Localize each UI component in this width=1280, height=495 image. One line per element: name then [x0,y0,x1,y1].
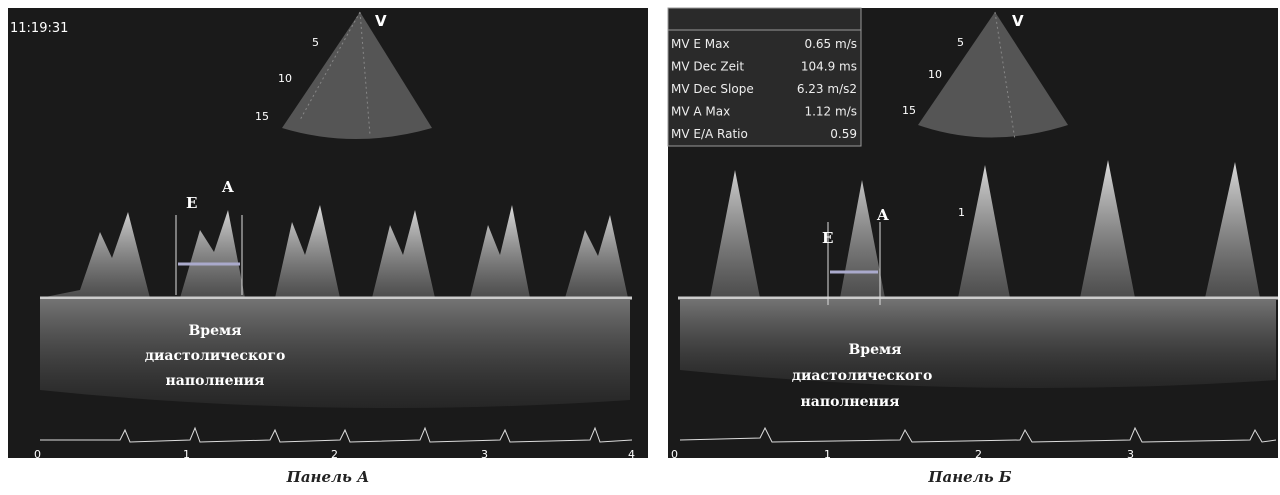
time-label: 0 [671,448,678,461]
measurement-name: MV Dec Slope [671,82,754,96]
panel-b: MV E Max 0.65 m/s MV Dec Zeit 104.9 ms MV De… [668,8,1278,461]
doppler-reverse [680,300,1276,388]
figure: 11:19:31 V 5 10 15 E A Время диастоличес… [0,0,1280,495]
measurement-value: 0.65 m/s [804,37,857,51]
time-label: 4 [628,448,635,461]
measurement-name: MV A Max [671,105,730,119]
measurement-value: 1.12 m/s [804,105,857,119]
depth-label: 10 [928,68,942,81]
annotation: наполнения [166,373,265,389]
probe-mark: V [1012,12,1024,30]
doppler-reverse [40,300,630,408]
annotation: Время [848,342,901,358]
annotation: наполнения [801,394,900,410]
caption: Панель Б [927,468,1011,486]
time-label: 3 [481,448,488,461]
annotation: диастолического [792,368,933,384]
measurement-table [668,8,861,146]
cursor-label: 1 [958,206,965,219]
time-label: 3 [1127,448,1134,461]
measurement-name: MV E/A Ratio [671,127,748,141]
wave-label: E [822,229,833,247]
wave-label: A [221,178,234,196]
time-label: 2 [331,448,338,461]
time-label: 1 [183,448,190,461]
time-label: 2 [975,448,982,461]
measurement-value: 104.9 ms [801,60,857,74]
depth-label: 15 [255,110,269,123]
annotation: Время [188,323,241,339]
measurement-value: 6.23 m/s2 [797,82,857,96]
measurement-value: 0.59 [830,127,857,141]
depth-label: 15 [902,104,916,117]
time-label: 0 [34,448,41,461]
wave-label: E [186,194,197,212]
caption: Панель А [286,468,370,486]
depth-label: 10 [278,72,292,85]
depth-label: 5 [957,36,964,49]
panel-a: 11:19:31 V 5 10 15 E A Время диастоличес… [8,8,648,461]
depth-label: 5 [312,36,319,49]
measurement-name: MV E Max [671,37,730,51]
measurement-name: MV Dec Zeit [671,60,744,74]
time-label: 1 [824,448,831,461]
probe-mark: V [375,12,387,30]
timestamp: 11:19:31 [10,21,68,36]
page: 11:19:31 V 5 10 15 E A Время диастоличес… [0,0,1280,495]
wave-label: A [876,206,889,224]
annotation: диастолического [145,348,286,364]
